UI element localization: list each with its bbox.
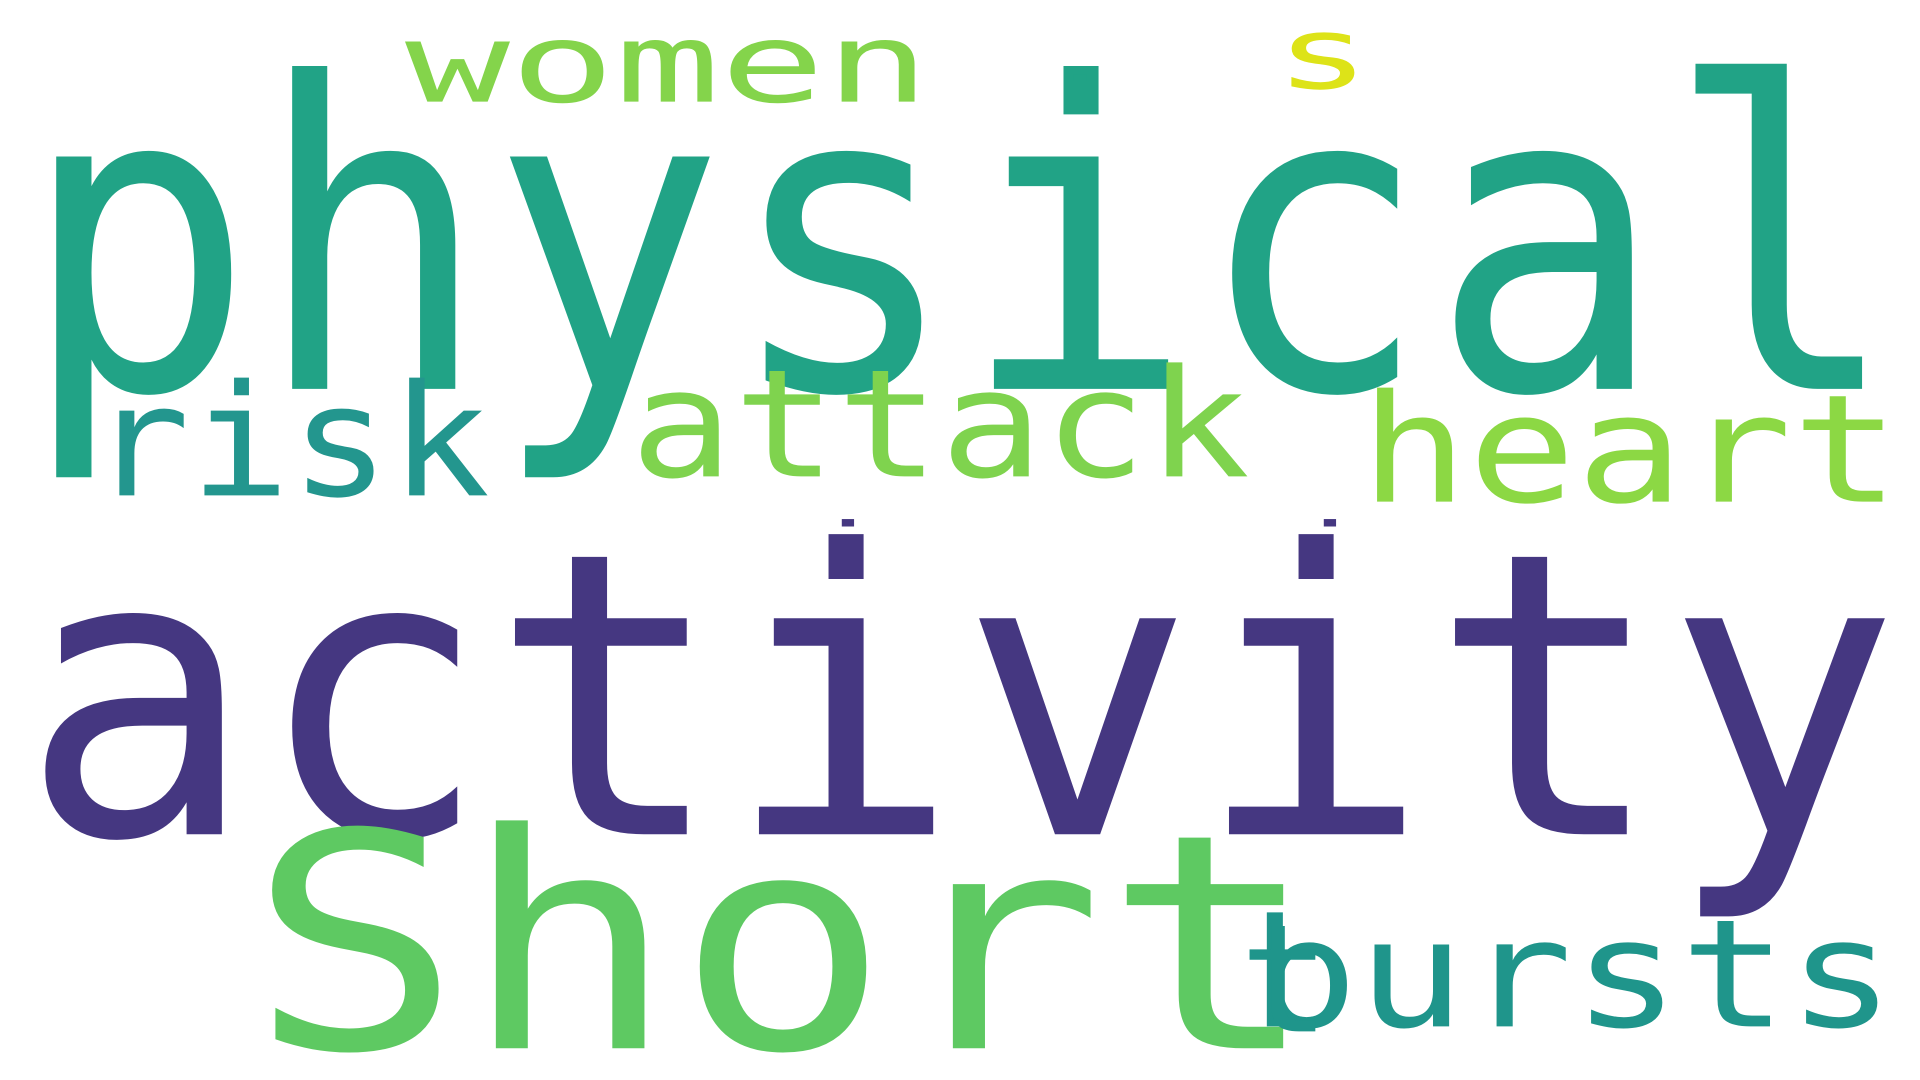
word-short: Short	[248, 770, 1319, 1080]
word-attack: attack	[630, 337, 1250, 512]
word-s: s	[1275, 0, 1371, 113]
word-bursts: bursts	[1250, 887, 1896, 1062]
word-women: women	[405, 0, 931, 129]
word-dot-left: .	[818, 480, 879, 539]
word-tick-right: t	[1240, 892, 1331, 1067]
word-heart: heart	[1360, 361, 1901, 538]
word-dot-top: .	[1050, 35, 1111, 94]
word-activity: activity	[20, 467, 1901, 928]
word-physical: physical	[20, 0, 1900, 490]
word-dot-right: .	[1300, 480, 1361, 539]
word-risk: risk	[90, 352, 491, 533]
